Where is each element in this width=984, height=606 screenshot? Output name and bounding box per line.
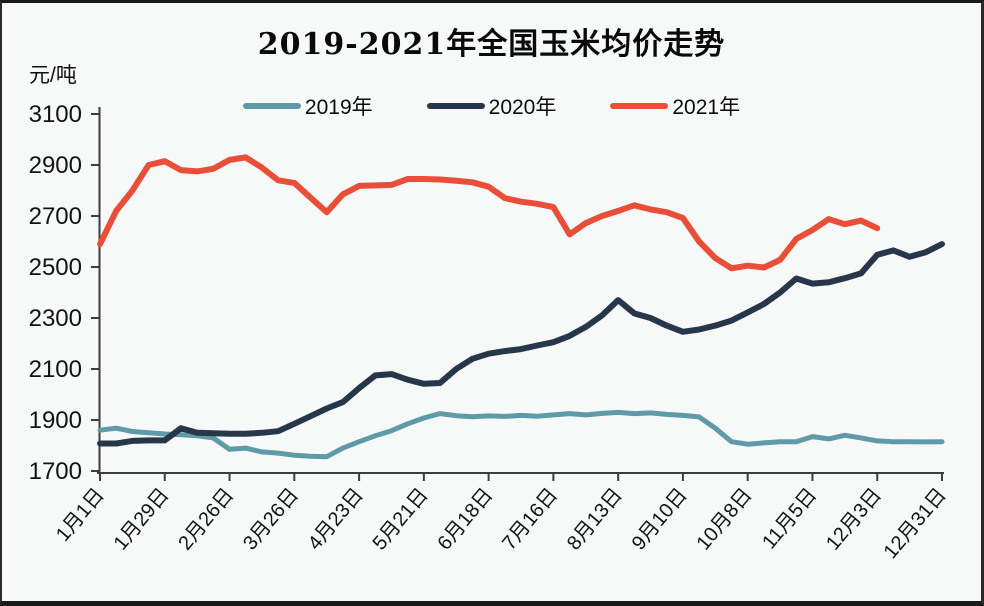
legend-item-2020: 2020年	[426, 91, 557, 121]
x-tick-label: 12月31日	[880, 484, 951, 563]
x-tick-label: 1月29日	[110, 484, 174, 554]
y-tick-label: 1700	[29, 458, 82, 485]
y-axis-unit-label: 元/吨	[29, 64, 77, 87]
x-tick-label: 10月8日	[693, 484, 757, 554]
x-tick-label: 12月3日	[822, 484, 886, 554]
x-tick-label: 7月16日	[498, 484, 562, 554]
chart-plot-area: 1700 1900 2100 2300 2500 2700 2900 3100 1月1日 1月29…	[29, 101, 951, 563]
x-tick-label: 1月1日	[52, 484, 109, 546]
legend-label-2020: 2020年	[488, 96, 557, 119]
legend-label-2021: 2021年	[672, 96, 741, 119]
legend-swatch-2019	[242, 103, 301, 109]
y-tick-label: 2900	[29, 152, 82, 179]
series-line-2020年	[97, 241, 945, 447]
legend-item-2019: 2019年	[242, 91, 373, 121]
legend-swatch-2021	[610, 103, 669, 109]
series-line-2019年	[97, 409, 945, 460]
x-tick-label: 5月21日	[369, 484, 433, 554]
chart-title: 2019-2021年全国玉米均价走势	[257, 27, 726, 62]
legend-swatch-2020	[426, 103, 485, 109]
legend-label-2019: 2019年	[304, 96, 373, 119]
axes	[97, 107, 944, 474]
series-line-2021年	[97, 154, 881, 272]
x-tick-label: 8月13日	[563, 484, 627, 554]
legend-item-2021: 2021年	[610, 91, 740, 121]
x-tick-label: 9月10日	[628, 484, 692, 554]
x-tick-label: 3月26日	[239, 484, 303, 554]
y-tick-label: 1900	[29, 407, 82, 434]
x-tick-label: 4月23日	[304, 484, 368, 554]
legend: 2019年 2020年 2021年	[2, 91, 981, 121]
y-tick-label: 2500	[29, 254, 82, 281]
y-axis-ticks: 1700 1900 2100 2300 2500 2700 2900 3100	[29, 101, 99, 485]
y-tick-label: 2100	[29, 356, 82, 383]
x-axis-ticks: 1月1日 1月29日 2月26日 3月26日 4月23日 5月21日 6月18日 7月16日 8…	[52, 473, 951, 563]
y-tick-label: 3100	[29, 101, 82, 128]
y-tick-label: 2700	[29, 203, 82, 230]
x-tick-label: 6月18日	[433, 484, 497, 554]
y-tick-label: 2300	[29, 305, 82, 332]
x-tick-label: 11月5日	[758, 484, 821, 553]
x-tick-label: 2月26日	[174, 484, 238, 554]
